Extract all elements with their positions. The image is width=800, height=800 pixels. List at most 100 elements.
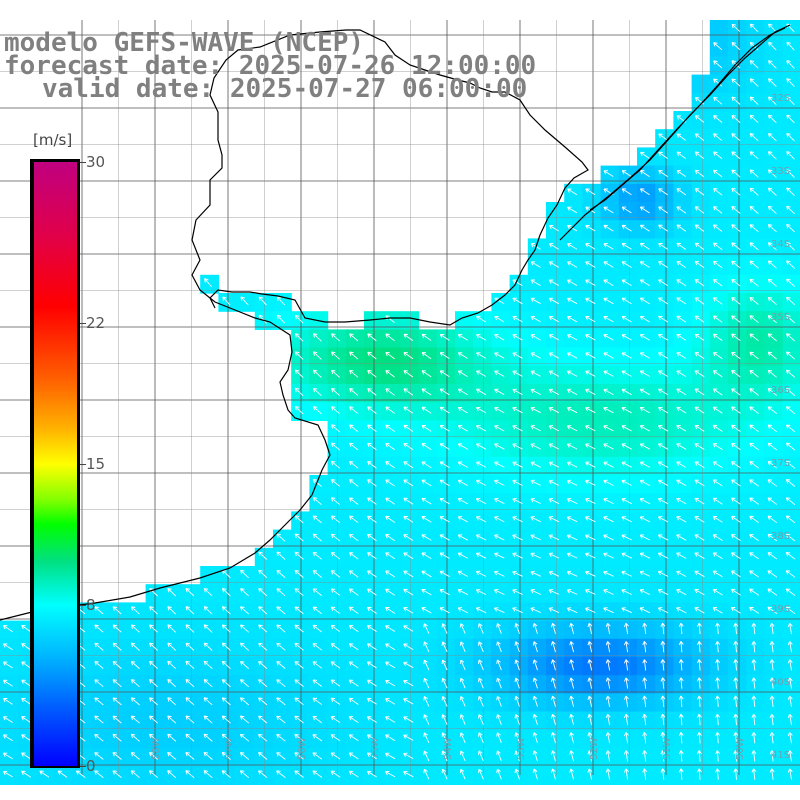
wind-arrow bbox=[348, 606, 359, 614]
wind-cell bbox=[600, 347, 620, 367]
wind-cell bbox=[637, 493, 656, 512]
wind-arrow bbox=[331, 387, 340, 396]
wind-cell bbox=[618, 420, 638, 440]
wind-cell bbox=[509, 566, 529, 585]
wind-arrow bbox=[787, 622, 793, 635]
wind-arrow bbox=[276, 533, 286, 542]
wind-arrow bbox=[421, 424, 432, 432]
colorbar-tick-8: 8 bbox=[86, 595, 96, 614]
wind-cell bbox=[673, 638, 693, 658]
wind-arrow bbox=[566, 516, 578, 523]
wind-arrow bbox=[639, 315, 650, 323]
wind-arrow bbox=[786, 187, 795, 196]
wind-cell bbox=[509, 675, 529, 694]
wind-arrow bbox=[621, 261, 632, 268]
wind-arrow bbox=[731, 388, 741, 396]
lat-label-33S: 33S bbox=[771, 166, 790, 177]
wind-cell bbox=[473, 711, 492, 731]
wind-cell bbox=[491, 347, 511, 367]
wind-cell bbox=[782, 56, 800, 76]
wind-arrow bbox=[713, 187, 723, 196]
wind-arrow bbox=[221, 751, 231, 760]
wind-arrow bbox=[694, 424, 705, 432]
lat-label-41S: 41S bbox=[771, 750, 790, 761]
wind-arrow bbox=[713, 60, 723, 69]
wind-cell bbox=[582, 566, 602, 585]
wind-arrow bbox=[312, 770, 323, 778]
wind-arrow bbox=[694, 224, 705, 232]
wind-arrow bbox=[548, 479, 560, 486]
wind-arrow bbox=[348, 552, 359, 560]
wind-cell bbox=[418, 584, 438, 603]
wind-cell bbox=[491, 493, 511, 512]
wind-arrow bbox=[385, 625, 396, 632]
wind-arrow bbox=[348, 770, 359, 778]
wind-arrow bbox=[421, 406, 432, 414]
wind-arrow bbox=[730, 515, 741, 523]
wind-cell bbox=[509, 529, 529, 549]
wind-arrow bbox=[731, 224, 741, 233]
wind-cell bbox=[455, 657, 474, 676]
wind-arrow bbox=[787, 659, 793, 671]
wind-arrow bbox=[423, 732, 430, 743]
wind-arrow bbox=[550, 768, 556, 780]
wind-arrow bbox=[439, 333, 450, 341]
wind-arrow bbox=[439, 443, 450, 450]
wind-arrow bbox=[585, 297, 596, 305]
wind-arrow bbox=[459, 750, 466, 762]
wind-arrow bbox=[621, 388, 632, 396]
wind-arrow bbox=[639, 552, 651, 559]
wind-arrow bbox=[749, 479, 759, 487]
lat-label-39S: 39S bbox=[771, 604, 790, 615]
wind-cell bbox=[527, 675, 547, 694]
wind-cell bbox=[509, 711, 529, 731]
wind-cell bbox=[691, 511, 711, 531]
wind-arrow bbox=[548, 570, 560, 577]
wind-arrow bbox=[566, 589, 578, 595]
wind-arrow bbox=[439, 406, 450, 414]
wind-arrow bbox=[567, 188, 578, 196]
wind-cell bbox=[673, 511, 693, 531]
wind-arrow bbox=[312, 642, 323, 651]
wind-arrow bbox=[294, 752, 304, 760]
wind-arrow bbox=[258, 569, 268, 579]
wind-arrow bbox=[731, 133, 741, 142]
wind-cell bbox=[618, 311, 638, 330]
wind-arrow bbox=[642, 750, 648, 762]
wind-arrow bbox=[548, 516, 560, 523]
wind-cell bbox=[473, 547, 492, 567]
wind-arrow bbox=[642, 677, 648, 689]
wind-cell bbox=[546, 220, 565, 239]
wind-arrow bbox=[239, 752, 250, 760]
wind-arrow bbox=[730, 497, 741, 505]
wind-arrow bbox=[276, 606, 286, 615]
wind-arrow bbox=[585, 352, 596, 359]
wind-arrow bbox=[587, 713, 593, 726]
wind-arrow bbox=[569, 622, 575, 635]
wind-arrow bbox=[423, 623, 430, 634]
wind-arrow bbox=[403, 406, 414, 414]
lat-label-40S: 40S bbox=[771, 677, 790, 688]
wind-cell bbox=[491, 529, 511, 549]
wind-cell bbox=[491, 475, 511, 494]
wind-arrow bbox=[512, 570, 523, 577]
wind-arrow bbox=[294, 734, 304, 742]
wind-arrow bbox=[494, 607, 505, 614]
wind-arrow bbox=[512, 461, 523, 468]
wind-cell bbox=[527, 311, 547, 330]
wind-cell bbox=[400, 584, 420, 603]
wind-cell bbox=[764, 766, 784, 785]
wind-arrow bbox=[658, 352, 669, 359]
wind-arrow bbox=[221, 642, 231, 651]
wind-arrow bbox=[94, 624, 104, 633]
wind-cell bbox=[618, 365, 638, 385]
wind-arrow bbox=[475, 552, 487, 559]
wind-arrow bbox=[476, 315, 487, 323]
wind-arrow bbox=[149, 660, 159, 670]
wind-arrow bbox=[785, 497, 796, 505]
wind-cell bbox=[782, 129, 800, 148]
wind-arrow bbox=[294, 405, 304, 415]
wind-cell bbox=[473, 584, 492, 603]
wind-arrow bbox=[642, 622, 648, 635]
wind-cell bbox=[491, 602, 511, 622]
